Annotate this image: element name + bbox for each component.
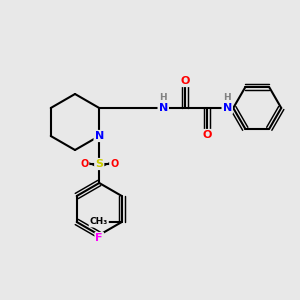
Text: O: O (202, 130, 212, 140)
Text: CH₃: CH₃ (90, 218, 108, 226)
Text: O: O (181, 76, 190, 86)
Text: N: N (159, 103, 168, 113)
Text: H: H (224, 94, 231, 103)
Text: F: F (95, 233, 103, 243)
Text: N: N (94, 131, 104, 141)
Text: N: N (223, 103, 232, 113)
Text: S: S (95, 159, 103, 169)
Text: O: O (80, 159, 88, 169)
Text: H: H (159, 94, 167, 103)
Text: O: O (110, 159, 118, 169)
